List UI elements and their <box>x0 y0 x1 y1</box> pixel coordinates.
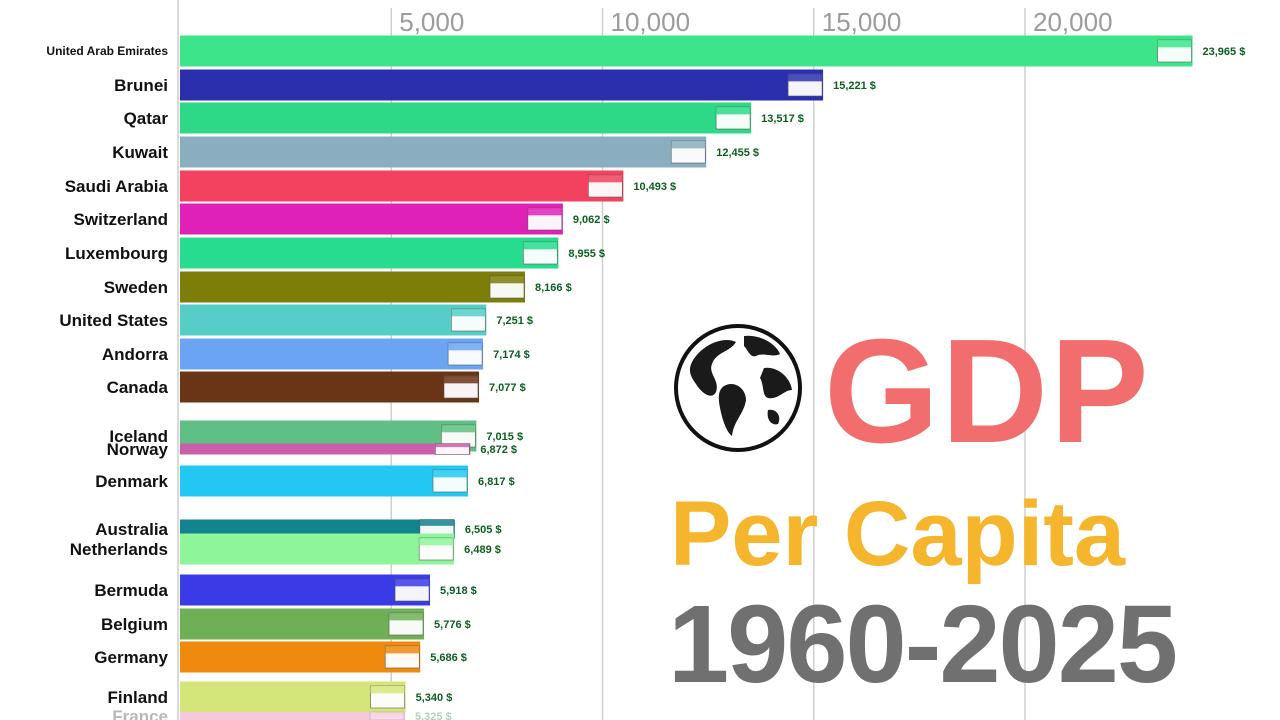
bar <box>180 443 471 455</box>
category-label: United Arab Emirates <box>46 44 168 58</box>
x-tick-label: 15,000 <box>822 7 902 37</box>
x-tick-label: 5,000 <box>399 7 464 37</box>
category-label: Qatar <box>124 109 169 128</box>
category-label: Switzerland <box>74 210 168 229</box>
category-label: Sweden <box>104 278 168 297</box>
value-label: 5,325 $ <box>415 711 452 720</box>
bar <box>180 371 480 403</box>
category-label: Germany <box>94 648 168 667</box>
title-gdp: GDP <box>824 309 1151 474</box>
bar <box>180 271 526 303</box>
value-label: 23,965 $ <box>1203 46 1246 58</box>
flag-stripe <box>671 141 706 149</box>
flag-stripe <box>523 242 558 250</box>
value-label: 12,455 $ <box>716 147 759 159</box>
value-label: 5,686 $ <box>430 652 467 664</box>
x-tick-label: 20,000 <box>1033 7 1113 37</box>
category-label: Saudi Arabia <box>65 177 169 196</box>
flag-stripe <box>389 613 424 621</box>
flag-stripe <box>527 208 562 216</box>
category-label: Brunei <box>114 76 168 95</box>
bar <box>180 136 707 168</box>
category-label: Luxembourg <box>65 244 168 263</box>
bar <box>180 170 624 202</box>
bar <box>180 681 406 713</box>
bar <box>180 533 455 565</box>
value-label: 6,505 $ <box>465 524 502 536</box>
bar <box>180 69 824 101</box>
value-label: 5,918 $ <box>440 585 477 597</box>
grid-layer: 5,000 10,000 15,000 20,000 <box>390 7 1113 720</box>
bar <box>180 237 559 269</box>
bar <box>180 338 484 370</box>
x-tick-label: 10,000 <box>611 7 691 37</box>
flag-stripe <box>419 519 454 526</box>
category-label: Kuwait <box>112 143 168 162</box>
bar <box>180 304 487 336</box>
category-label: Bermuda <box>94 581 168 600</box>
category-label: Iceland <box>109 427 168 446</box>
category-label: France <box>112 707 168 720</box>
flag-stripe <box>370 686 405 694</box>
flag-stripe <box>588 175 623 183</box>
bar <box>180 641 421 673</box>
flag-stripe <box>419 538 454 546</box>
flag-stripe <box>448 343 483 351</box>
category-label: Canada <box>107 378 169 397</box>
value-label: 6,489 $ <box>464 544 501 556</box>
value-label: 8,955 $ <box>568 248 605 260</box>
flag-stripe <box>385 646 420 654</box>
globe-icon <box>674 324 802 452</box>
value-label: 10,493 $ <box>633 181 676 193</box>
value-label: 5,340 $ <box>416 692 453 704</box>
category-label: Norway <box>107 440 169 459</box>
flag-stripe <box>433 470 468 478</box>
flag-stripe <box>444 376 479 384</box>
value-label: 6,817 $ <box>478 476 515 488</box>
bar-layer: United Arab Emirates 23,965 $ Brunei 15,221… <box>46 35 1246 720</box>
bar <box>180 608 425 640</box>
title-years: 1960-2025 <box>668 583 1178 706</box>
category-label: Australia <box>95 520 168 539</box>
bar <box>180 465 469 497</box>
flag-stripe <box>435 443 470 448</box>
value-label: 7,251 $ <box>496 315 533 327</box>
flag-stripe <box>395 579 430 587</box>
value-label: 8,166 $ <box>535 282 572 294</box>
flag-stripe <box>441 425 476 433</box>
flag-icon <box>369 711 405 720</box>
bar <box>180 574 431 606</box>
flag-stripe <box>369 712 404 715</box>
category-label: Denmark <box>95 472 168 491</box>
value-label: 7,174 $ <box>493 349 530 361</box>
value-label: 9,062 $ <box>573 214 610 226</box>
bar <box>180 712 405 720</box>
flag-stripe <box>788 74 823 82</box>
value-label: 13,517 $ <box>761 113 804 125</box>
category-label: Finland <box>108 688 168 707</box>
value-label: 6,872 $ <box>480 444 517 456</box>
bar <box>180 203 563 235</box>
bar <box>180 35 1193 67</box>
category-label: Andorra <box>102 345 169 364</box>
category-label: Netherlands <box>70 540 168 559</box>
flag-stripe <box>1157 40 1192 48</box>
value-label: 15,221 $ <box>833 80 876 92</box>
category-label: Belgium <box>101 615 168 634</box>
value-label: 7,015 $ <box>486 431 523 443</box>
value-label: 5,776 $ <box>434 619 471 631</box>
flag-stripe <box>490 276 525 284</box>
flag-stripe <box>716 107 751 115</box>
flag-stripe <box>451 309 486 317</box>
value-label: 7,077 $ <box>489 382 526 394</box>
title-per-capita: Per Capita <box>670 483 1126 585</box>
category-label: United States <box>59 311 168 330</box>
bar <box>180 102 752 134</box>
